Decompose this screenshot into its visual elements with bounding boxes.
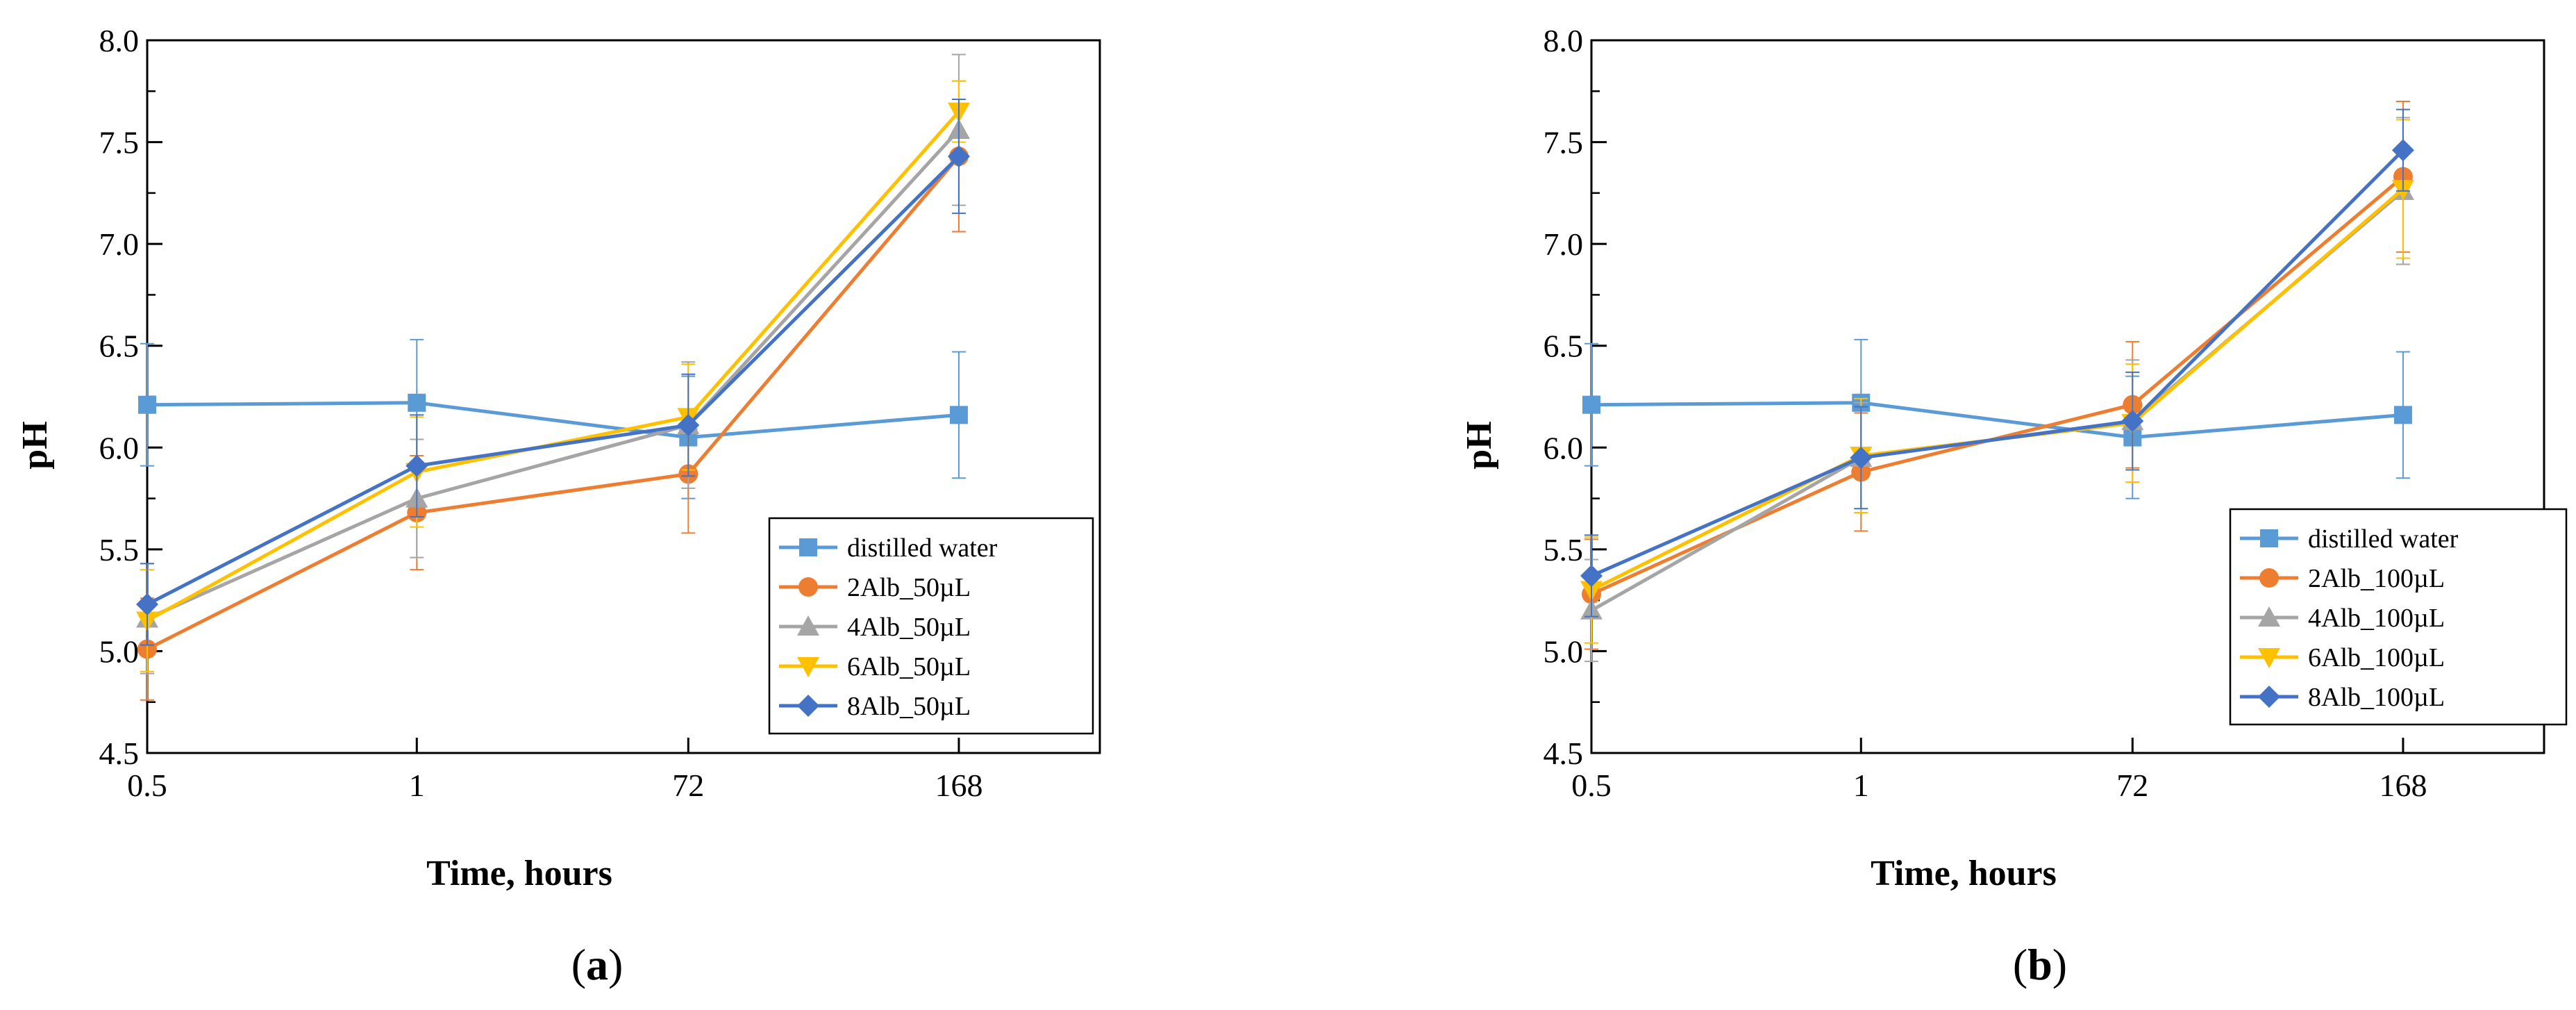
series-line	[146, 129, 960, 620]
legend-label: 8Alb_50µL	[847, 692, 971, 721]
data-point	[1580, 564, 1603, 587]
data-point	[949, 406, 968, 424]
x-tick-label-a: 0.5	[127, 768, 167, 803]
legend-item: 4Alb_50µL	[779, 613, 971, 642]
y-axis-title-b: pH	[1460, 421, 1499, 469]
x-tick-label-b: 1	[1853, 768, 1869, 803]
data-point	[2391, 139, 2414, 162]
y-tick-label-b: 7.0	[1544, 226, 1584, 262]
series-b-5	[1580, 108, 2414, 618]
y-tick-label-a: 6.5	[99, 329, 140, 364]
series-a-5	[136, 99, 970, 646]
data-point	[2121, 410, 2144, 433]
legend-item: distilled water	[779, 533, 998, 563]
legend-swatch-marker	[799, 538, 817, 556]
legend-label: 6Alb_100µL	[2308, 643, 2445, 672]
legend-label: 2Alb_100µL	[2308, 564, 2445, 593]
y-axis-title-a: pH	[15, 421, 55, 469]
panel-letter-b: b	[2027, 940, 2052, 989]
legend-swatch-marker	[797, 657, 819, 677]
legend-label: 4Alb_50µL	[847, 613, 971, 642]
legend-item: 4Alb_100µL	[2240, 604, 2445, 633]
legend-label: 4Alb_100µL	[2308, 604, 2445, 633]
y-tick-label-b: 8.0	[1544, 23, 1584, 58]
series-line	[146, 155, 960, 606]
series-line	[146, 155, 960, 651]
legend-swatch-marker	[798, 577, 818, 597]
legend-swatch-marker	[2259, 568, 2279, 588]
y-tick-label-a: 5.0	[99, 634, 140, 669]
legend-swatch-marker	[2258, 606, 2280, 627]
y-tick-label-b: 6.0	[1544, 430, 1584, 465]
data-point	[947, 145, 970, 168]
legend-label: 2Alb_50µL	[847, 573, 971, 602]
x-axis-title-b: Time, hours	[1871, 854, 2057, 893]
legend-label: distilled water	[2308, 524, 2459, 554]
data-point	[138, 395, 156, 414]
y-tick-label-b: 5.5	[1544, 532, 1584, 568]
series-line	[147, 401, 960, 440]
legend-label: 8Alb_100µL	[2308, 683, 2445, 712]
data-point	[2393, 406, 2412, 424]
x-tick-label-a: 168	[935, 768, 982, 803]
series-line	[1590, 149, 2404, 578]
legend-a: distilled water 2Alb_50µL 4Alb_50µL 6Alb_50…	[768, 517, 1094, 735]
series-line	[1591, 401, 2404, 440]
y-tick-label-a: 5.5	[99, 532, 140, 568]
y-tick-label-a: 7.5	[99, 125, 140, 160]
chart-panel-b: 4.5 5.0 5.5 6.0 6.5 7.0 7.5 8.0 0.5 1 72 168 Time,…	[1460, 23, 2568, 989]
x-tick-label-b: 0.5	[1571, 768, 1612, 803]
y-tick-label-a: 6.0	[99, 430, 140, 465]
legend-item: distilled water	[2240, 524, 2459, 554]
x-tick-label-a: 1	[409, 768, 425, 803]
legend-item: 6Alb_50µL	[779, 652, 971, 681]
panel-label-a: (a)	[571, 940, 624, 989]
panel-letter-a: a	[586, 940, 608, 989]
data-point	[408, 393, 426, 412]
legend-item: 6Alb_100µL	[2240, 643, 2445, 672]
legend-item: 8Alb_100µL	[2240, 683, 2445, 712]
chart-panel-a: 4.5 5.0 5.5 6.0 6.5 7.0 7.5 8.0 0.5 1 72 168 Time,…	[15, 23, 1101, 989]
legend-item: 2Alb_50µL	[779, 573, 971, 602]
legend-swatch-marker	[2258, 648, 2280, 668]
y-tick-label-a: 7.0	[99, 226, 140, 262]
legend-item: 2Alb_100µL	[2240, 564, 2445, 593]
y-tick-label-a: 4.5	[99, 736, 140, 771]
legend-label: distilled water	[847, 533, 998, 563]
legend-label: 6Alb_50µL	[847, 652, 971, 681]
data-point	[677, 414, 700, 437]
y-tick-label-b: 4.5	[1544, 736, 1584, 771]
y-tick-label-b: 6.5	[1544, 329, 1584, 364]
x-axis-title-a: Time, hours	[426, 854, 612, 893]
legend-swatch-marker	[797, 615, 819, 636]
y-tick-label-b: 5.0	[1544, 634, 1584, 669]
data-point	[1850, 446, 1873, 469]
data-point	[1582, 395, 1600, 414]
y-tick-label-b: 7.5	[1544, 125, 1584, 160]
legend-swatch-marker	[797, 695, 819, 717]
data-point	[136, 593, 158, 616]
legend-item: 8Alb_50µL	[779, 692, 971, 721]
x-tick-label-a: 72	[672, 768, 704, 803]
x-tick-label-b: 168	[2379, 768, 2427, 803]
y-tick-label-a: 8.0	[99, 23, 140, 58]
legend-b: distilled water 2Alb_100µL 4Alb_100µL 6Alb_…	[2229, 508, 2568, 726]
data-point	[405, 454, 428, 477]
legend-swatch-marker	[2260, 529, 2278, 547]
legend-swatch-marker	[2258, 686, 2280, 708]
x-tick-label-b: 72	[2116, 768, 2148, 803]
panel-label-b: (b)	[2013, 940, 2067, 989]
